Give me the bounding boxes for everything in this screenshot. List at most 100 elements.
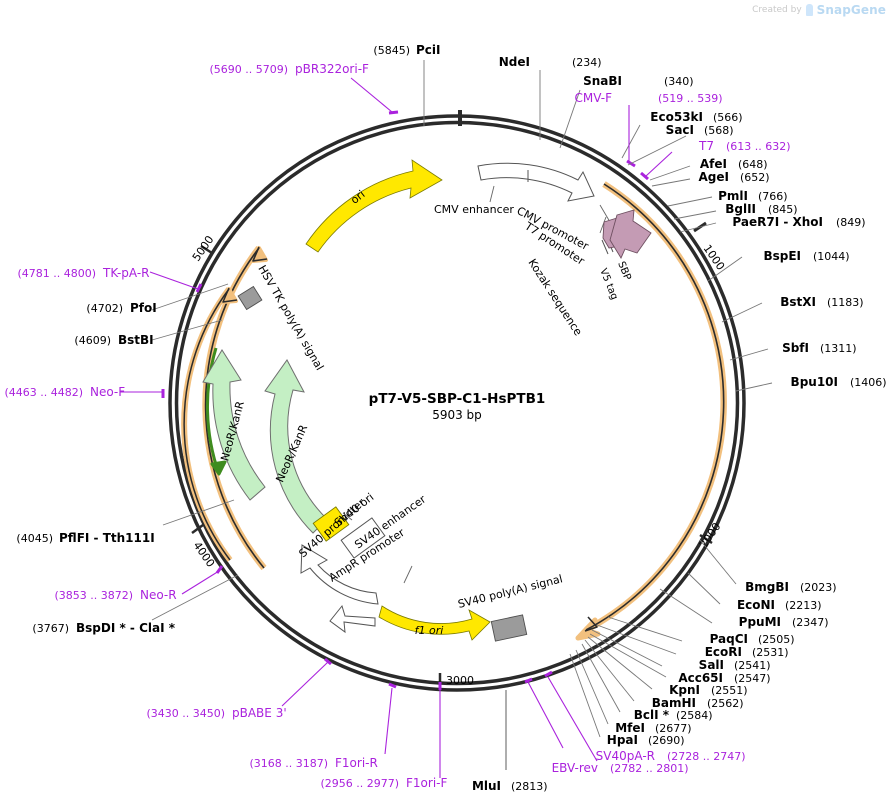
enzyme-name: EcoRI	[705, 645, 742, 659]
primer-tick-ebv-rev	[544, 670, 553, 678]
plasmid-name: pT7-V5-SBP-C1-HsPTB1	[369, 391, 546, 407]
enzyme-name: BstBI	[118, 333, 154, 347]
feature-leaders-cmv	[489, 185, 611, 234]
enzyme-pos: (2505)	[758, 633, 795, 646]
feature-neor-kanr-1: NeoR/KanR	[202, 349, 266, 501]
enzyme-label-ndei: NdeI (234)	[499, 55, 602, 69]
enzyme-pos: (2813)	[511, 780, 548, 793]
enzyme-label-bpu10i: Bpu10I (1406)	[791, 375, 887, 389]
enzyme-pos: (2562)	[707, 697, 744, 710]
enzyme-pos: (2347)	[792, 616, 829, 629]
enzyme-name: PaeR7I - XhoI	[732, 215, 823, 229]
primer-range: (519 .. 539)	[658, 92, 723, 105]
enzyme-label-bstbi: (4609) BstBI	[74, 333, 153, 347]
enzyme-label-bspei: BspEI (1044)	[763, 249, 849, 263]
primer-label-f1ori-r: (3168 .. 3187) F1ori-R	[249, 756, 377, 770]
sv40-ori-box	[312, 506, 350, 542]
enzyme-pos: (2547)	[734, 672, 771, 685]
enzyme-name: PaqCI	[710, 632, 748, 646]
enzyme-name: MfeI	[615, 721, 645, 735]
feature-label-cmv-enhancer: CMV enhancer	[434, 203, 514, 216]
enzyme-label-paer7i-xhoi: PaeR7I - XhoI (849)	[732, 215, 865, 229]
snapgene-logo-icon	[805, 4, 813, 16]
enzyme-name: Bpu10I	[791, 375, 838, 389]
enzyme-name: BstXI	[780, 295, 816, 309]
primer-tick-pbr322ori-f	[388, 110, 399, 115]
enzyme-name: EcoNI	[737, 598, 775, 612]
enzyme-pos: (766)	[758, 190, 788, 203]
enzyme-name: BclI *	[634, 708, 670, 722]
enzyme-name: AfeI	[700, 157, 727, 171]
primer-range: (3430 .. 3450)	[146, 707, 225, 720]
enzyme-label-afei: AfeI (648)	[700, 157, 768, 171]
enzyme-label-kpni: KpnI (2551)	[669, 683, 747, 697]
primer-label-f1ori-f: (2956 .. 2977) F1ori-F	[320, 776, 447, 790]
primer-label-neo-f: (4463 .. 4482) Neo-F	[4, 385, 125, 399]
enzyme-name: PmlI	[718, 189, 748, 203]
orf-arc-neor-inner-orange	[181, 287, 238, 562]
primer-range: (5690 .. 5709)	[209, 63, 288, 76]
snapgene-watermark: Created by SnapGene	[752, 3, 886, 17]
enzyme-name: PfoI	[130, 301, 157, 315]
enzyme-label-pfoi: (4702) PfoI	[86, 301, 156, 315]
primer-tick-pbabe3	[324, 657, 332, 666]
primer-label-sv40pa-r: SV40pA-R (2728 .. 2747)	[596, 749, 746, 763]
orf-arc-neor-outer	[202, 246, 268, 571]
enzyme-label-pcii: (5845) PciI	[373, 43, 440, 57]
primer-tick-t7	[640, 171, 649, 181]
enzyme-pos: (4045)	[16, 532, 53, 545]
feature-hsv-tk-polya: HSV TK poly(A) signal	[237, 263, 326, 373]
enzyme-pos: (652)	[740, 171, 770, 184]
enzyme-name: BspEI	[763, 249, 801, 263]
feature-label-v5-tag: V5 tag	[597, 267, 619, 302]
primer-name: T7	[698, 139, 714, 153]
enzyme-label-bcli: BclI * (2584)	[634, 708, 713, 722]
enzyme-pos: (2541)	[734, 659, 771, 672]
enzyme-label-acc65i: Acc65I (2547)	[678, 671, 770, 685]
enzyme-pos: (2584)	[676, 709, 713, 722]
enzyme-name: HpaI	[607, 733, 638, 747]
enzyme-pos: (2551)	[711, 684, 748, 697]
primer-range: (4463 .. 4482)	[4, 386, 83, 399]
enzyme-label-bmgbi: BmgBI (2023)	[745, 580, 836, 594]
enzyme-name: PciI	[416, 43, 441, 57]
enzyme-label-snabi: SnaBI (340)	[583, 74, 694, 88]
enzyme-label-pflfi-tth111i: (4045) PflFI - Tth111I	[16, 531, 154, 545]
orf-arc-hsptb1	[575, 181, 727, 641]
enzyme-name: Acc65I	[678, 671, 723, 685]
enzyme-pos: (2690)	[648, 734, 685, 747]
enzyme-label-bamhi: BamHI (2562)	[652, 696, 744, 710]
enzyme-pos: (3767)	[32, 622, 69, 635]
feature-label-kozak: Kozak sequence	[525, 257, 584, 339]
hsv-tk-polya-box	[237, 285, 263, 311]
enzyme-name: AgeI	[699, 170, 729, 184]
enzyme-pos: (2531)	[752, 646, 789, 659]
primer-label-tk-pa-r: (4781 .. 4800) TK-pA-R	[17, 266, 149, 280]
plasmid-size: 5903 bp	[432, 408, 482, 422]
enzyme-pos: (4702)	[86, 302, 123, 315]
enzyme-label-saci: SacI (568)	[666, 123, 734, 137]
enzyme-name: SnaBI	[583, 74, 622, 88]
tick-label-5000: 5000	[190, 233, 217, 263]
feature-label-sbp: SBP	[615, 260, 632, 282]
enzyme-labels-left: (5845) PciI (4702) PfoI (4609) BstBI (40…	[16, 43, 440, 635]
feature-labels-cmv: CMV enhancer CMV promoter T7 promoter	[434, 203, 591, 268]
enzyme-label-pmli: PmlI (766)	[718, 189, 787, 203]
enzyme-pos: (566)	[713, 111, 743, 124]
watermark-created-by: Created by	[752, 5, 802, 15]
feature-label-f1-ori: f1 ori	[415, 624, 444, 637]
feature-neor-kanr-2: NeoR/KanR	[264, 359, 328, 534]
enzyme-name: NdeI	[499, 55, 530, 69]
primer-label-pbabe-3prime: (3430 .. 3450) pBABE 3'	[146, 706, 286, 720]
primer-range: (613 .. 632)	[726, 140, 791, 153]
enzyme-name: BglII	[725, 202, 756, 216]
primer-name: pBABE 3'	[232, 706, 287, 720]
primer-label-t7: T7 (613 .. 632)	[698, 139, 791, 153]
primer-name: Neo-F	[90, 385, 125, 399]
enzyme-pos: (648)	[738, 158, 768, 171]
enzyme-name: Eco53kI	[650, 110, 703, 124]
enzyme-label-bglii: BglII (845)	[725, 202, 797, 216]
primer-label-ebv-rev: EBV-rev (2782 .. 2801)	[552, 761, 689, 775]
enzyme-pos: (5845)	[373, 44, 410, 57]
